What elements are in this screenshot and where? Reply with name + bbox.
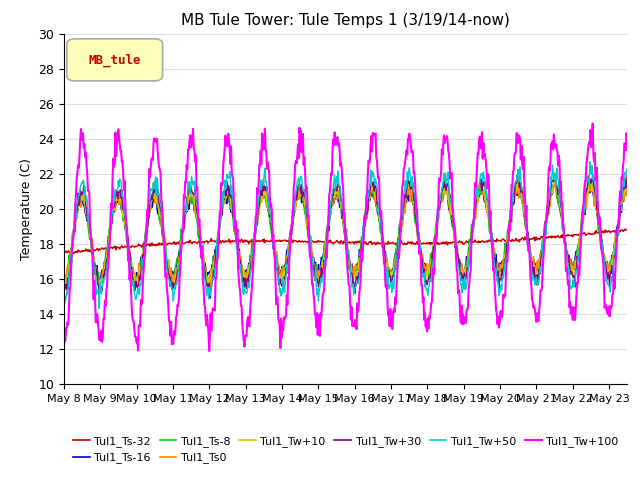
- Tul1_Ts-32: [488, 240, 496, 245]
- Tul1_Ts-16: [388, 272, 396, 278]
- Line: Tul1_Ts-8: Tul1_Ts-8: [64, 180, 627, 287]
- Tul1_Tw+100: [623, 146, 631, 152]
- Tul1_Tw+50: [586, 159, 594, 165]
- Line: Tul1_Ts-32: Tul1_Ts-32: [64, 229, 627, 253]
- Legend: Tul1_Ts-32, Tul1_Ts-16, Tul1_Ts-8, Tul1_Ts0, Tul1_Tw+10, Tul1_Tw+30, Tul1_Tw+50,: Tul1_Ts-32, Tul1_Ts-16, Tul1_Ts-8, Tul1_…: [68, 432, 623, 468]
- Tul1_Tw+50: [420, 274, 428, 280]
- Tul1_Tw+10: [95, 286, 102, 291]
- Tul1_Ts-8: [547, 183, 554, 189]
- Tul1_Ts-8: [488, 240, 496, 246]
- Tul1_Tw+50: [403, 185, 410, 191]
- Tul1_Ts-16: [546, 193, 554, 199]
- Tul1_Tw+30: [95, 282, 102, 288]
- Y-axis label: Temperature (C): Temperature (C): [20, 158, 33, 260]
- Tul1_Ts-16: [60, 273, 68, 278]
- Line: Tul1_Tw+30: Tul1_Tw+30: [64, 173, 627, 298]
- Tul1_Ts-32: [403, 241, 410, 247]
- Tul1_Tw+100: [589, 120, 596, 126]
- Tul1_Tw+100: [420, 294, 428, 300]
- Tul1_Ts-32: [95, 246, 103, 252]
- Tul1_Tw+30: [403, 183, 410, 189]
- Tul1_Tw+50: [60, 291, 68, 297]
- Tul1_Ts-8: [403, 190, 410, 196]
- Tul1_Tw+50: [95, 288, 102, 293]
- Tul1_Tw+30: [547, 189, 554, 195]
- Line: Tul1_Ts0: Tul1_Ts0: [64, 182, 627, 289]
- Tul1_Tw+30: [60, 290, 68, 296]
- Tul1_Tw+100: [488, 240, 496, 246]
- Tul1_Ts-16: [403, 200, 410, 205]
- Tul1_Tw+30: [388, 283, 396, 289]
- Tul1_Tw+100: [403, 147, 410, 153]
- Line: Tul1_Tw+100: Tul1_Tw+100: [64, 123, 627, 351]
- Tul1_Ts-32: [420, 240, 428, 246]
- Tul1_Ts0: [409, 180, 417, 185]
- Tul1_Tw+50: [623, 166, 631, 171]
- Tul1_Tw+10: [488, 243, 496, 249]
- Tul1_Tw+100: [60, 340, 68, 346]
- Tul1_Ts-8: [166, 284, 173, 289]
- Tul1_Ts0: [489, 234, 497, 240]
- Tul1_Ts-16: [95, 276, 102, 282]
- Tul1_Tw+100: [388, 324, 396, 330]
- Tul1_Tw+50: [95, 305, 103, 311]
- Tul1_Ts-16: [420, 261, 428, 267]
- Tul1_Ts0: [388, 271, 396, 276]
- Tul1_Tw+100: [546, 168, 554, 174]
- Tul1_Tw+30: [420, 273, 428, 278]
- Tul1_Ts-16: [623, 188, 631, 194]
- Tul1_Ts0: [547, 204, 554, 209]
- Tul1_Ts-16: [622, 179, 630, 184]
- Tul1_Ts-32: [546, 234, 554, 240]
- Tul1_Tw+10: [420, 269, 428, 275]
- Tul1_Ts-32: [621, 226, 628, 232]
- Tul1_Ts-32: [623, 227, 631, 233]
- Tul1_Ts-8: [95, 269, 102, 275]
- Tul1_Ts0: [420, 262, 428, 267]
- Tul1_Tw+30: [206, 295, 214, 301]
- FancyBboxPatch shape: [67, 39, 163, 81]
- Tul1_Tw+10: [623, 174, 630, 180]
- Tul1_Tw+10: [60, 280, 68, 286]
- Title: MB Tule Tower: Tule Temps 1 (3/19/14-now): MB Tule Tower: Tule Temps 1 (3/19/14-now…: [181, 13, 510, 28]
- Tul1_Tw+10: [205, 287, 212, 292]
- Tul1_Ts-8: [513, 178, 520, 183]
- Tul1_Tw+50: [546, 191, 554, 196]
- Tul1_Tw+10: [546, 192, 554, 198]
- Tul1_Ts-8: [388, 271, 396, 277]
- Tul1_Tw+30: [623, 171, 631, 177]
- Tul1_Ts0: [403, 195, 410, 201]
- Line: Tul1_Tw+10: Tul1_Tw+10: [64, 177, 627, 289]
- Tul1_Tw+10: [623, 179, 631, 185]
- Tul1_Ts0: [60, 281, 68, 287]
- Line: Tul1_Tw+50: Tul1_Tw+50: [64, 162, 627, 308]
- Tul1_Ts-8: [623, 182, 631, 188]
- Tul1_Ts-32: [69, 251, 77, 256]
- Tul1_Tw+30: [515, 170, 522, 176]
- Tul1_Tw+100: [95, 326, 102, 332]
- Tul1_Tw+30: [488, 233, 496, 239]
- Tul1_Ts-16: [488, 232, 496, 238]
- Tul1_Tw+10: [388, 277, 396, 283]
- Tul1_Ts-32: [388, 240, 396, 246]
- Tul1_Ts-32: [60, 249, 68, 255]
- Tul1_Tw+50: [488, 230, 496, 236]
- Text: MB_tule: MB_tule: [88, 53, 141, 67]
- Tul1_Ts0: [95, 278, 102, 284]
- Tul1_Tw+10: [403, 180, 410, 186]
- Tul1_Ts-8: [60, 279, 68, 285]
- Tul1_Tw+50: [388, 289, 396, 295]
- Tul1_Ts-16: [314, 279, 321, 285]
- Tul1_Tw+100: [205, 348, 213, 354]
- Tul1_Ts0: [170, 286, 178, 292]
- Tul1_Ts-8: [420, 268, 428, 274]
- Line: Tul1_Ts-16: Tul1_Ts-16: [64, 181, 627, 282]
- Tul1_Ts0: [623, 181, 631, 187]
